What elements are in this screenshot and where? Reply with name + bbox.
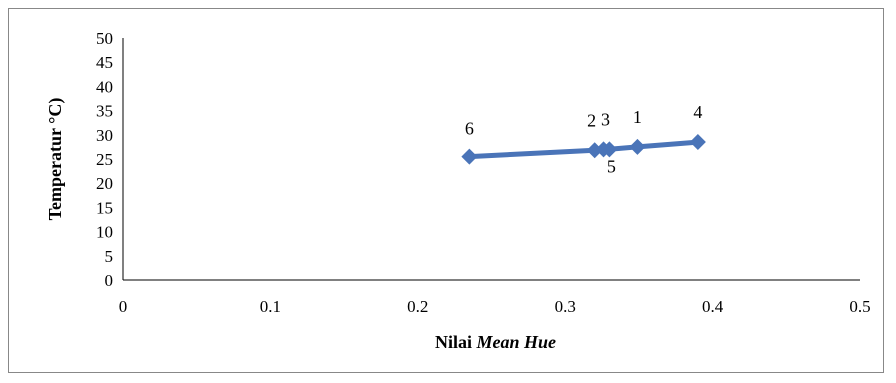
y-tick-label: 25	[96, 150, 113, 169]
y-tick-label: 40	[96, 77, 113, 96]
x-tick-label: 0	[119, 297, 128, 316]
y-tick-label: 5	[105, 247, 114, 266]
x-tick-labels: 0 0.1 0.2 0.3 0.4 0.5	[119, 297, 871, 316]
x-tick-label: 0.4	[702, 297, 724, 316]
point-label: 6	[465, 119, 474, 139]
y-tick-label: 45	[96, 53, 113, 72]
point-label: 5	[607, 156, 616, 176]
series-path	[469, 139, 699, 160]
point-label: 1	[633, 107, 642, 127]
y-tick-label: 0	[105, 271, 114, 290]
y-tick-labels: 0 5 10 15 20 25 30 35 40 45 50	[96, 29, 113, 290]
x-tick-label: 0.3	[555, 297, 576, 316]
y-tick-label: 30	[96, 126, 113, 145]
diamond-marker	[629, 138, 646, 155]
point-label: 2	[587, 110, 596, 130]
y-tick-label: 20	[96, 174, 113, 193]
x-axis-title: Nilai Mean Hue	[435, 332, 556, 352]
axes	[122, 38, 860, 281]
series-line	[469, 139, 699, 160]
diamond-marker	[601, 141, 618, 158]
point-labels: 6 2 3 5 1 4	[465, 102, 702, 176]
data-markers	[461, 134, 706, 165]
x-tick-label: 0.1	[260, 297, 281, 316]
point-label: 4	[693, 102, 702, 122]
y-tick-label: 50	[96, 29, 113, 48]
x-tick-label: 0.2	[407, 297, 428, 316]
diamond-marker	[689, 134, 706, 151]
point-label: 3	[601, 109, 610, 129]
diamond-marker	[461, 148, 478, 165]
y-tick-label: 35	[96, 102, 113, 121]
x-tick-label: 0.5	[849, 297, 870, 316]
y-tick-label: 15	[96, 198, 113, 217]
y-axis-title: Temperatur °C)	[45, 98, 66, 221]
y-tick-label: 10	[96, 223, 113, 242]
